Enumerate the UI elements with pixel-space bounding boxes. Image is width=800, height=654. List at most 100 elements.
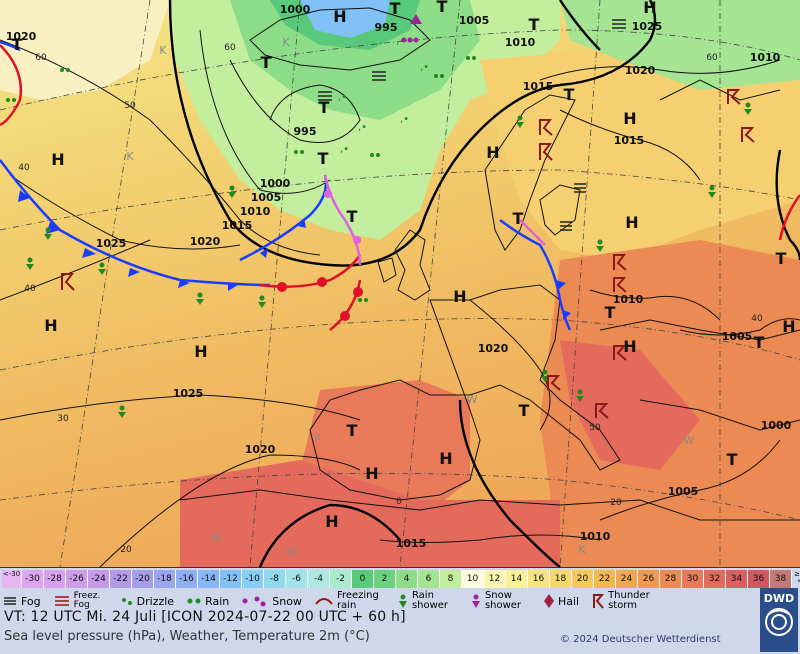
- isobar-label: 1025: [632, 20, 663, 33]
- isobar-label: 995: [375, 21, 398, 34]
- legend-label: Hail: [557, 594, 580, 608]
- high-pressure-center: H: [439, 449, 452, 468]
- thunderstorm-symbols: [61, 89, 755, 419]
- legend-label: Fog: [21, 594, 41, 608]
- legend-label: Freezing rain: [336, 590, 379, 611]
- svg-text:,•: ,•: [420, 62, 429, 73]
- air-mass-label: K: [126, 150, 134, 163]
- scale-cell: 32: [704, 570, 726, 588]
- low-pressure-center: T: [727, 450, 738, 469]
- air-mass-label: K: [314, 431, 322, 444]
- copyright: © 2024 Deutscher Wetterdienst: [560, 634, 721, 645]
- scale-cell: 34: [726, 570, 748, 588]
- grid-label: 0: [396, 497, 402, 507]
- legend-item-rain: Rain: [186, 595, 229, 608]
- temperature-scale: <-30 -30 -28 -26 -24 -22 -20 -18 -16 -14 -12 -10 -8-…: [2, 570, 800, 588]
- isobar-label: 1020: [625, 64, 656, 77]
- low-pressure-center: T: [754, 333, 765, 352]
- low-pressure-center: T: [390, 0, 401, 18]
- low-pressure-center: T: [347, 421, 358, 440]
- high-pressure-center: H: [623, 337, 636, 356]
- scale-cell: 16: [528, 570, 550, 588]
- legend-item-freezing-rain: Freezing rain: [314, 591, 385, 611]
- scale-cell: <-30: [2, 570, 22, 588]
- cold-front-atlantic: [0, 159, 271, 291]
- isobars: [0, 29, 800, 567]
- air-mass-label: W: [287, 545, 298, 558]
- legend-label: Snow shower: [484, 590, 522, 611]
- low-pressure-labels: T T T T T T T T T T T T T T T T: [12, 0, 787, 469]
- scale-cell: -30: [22, 570, 44, 588]
- grid-label: 30: [57, 414, 69, 424]
- legend-item-drizzle: Drizzle: [120, 594, 174, 608]
- legend-item-hail: Hail: [543, 593, 579, 609]
- isobar-label: 1025: [96, 237, 127, 250]
- isobar-label: 1010: [240, 205, 271, 218]
- high-pressure-labels: H H H H H H H H H H H H H H: [44, 0, 795, 531]
- isobar-label: 1025: [173, 387, 204, 400]
- scale-cell: -2: [330, 570, 352, 588]
- front-northwest: [0, 40, 23, 127]
- low-pressure-center: T: [564, 85, 575, 104]
- hail-icon: [543, 594, 554, 608]
- scale-cell: -20: [132, 570, 154, 588]
- temperature-field-cool-west: [0, 0, 170, 100]
- isobar-label: 1005: [459, 14, 490, 27]
- scale-cell: 8: [440, 570, 462, 588]
- scale-cell: 38: [770, 570, 792, 588]
- isobar-label: 1010: [580, 530, 611, 543]
- air-mass-label: K: [159, 44, 167, 57]
- thunderstorm-icon: [593, 594, 605, 609]
- svg-text:,•: ,•: [400, 114, 409, 125]
- map-description: Sea level pressure (hPa), Weather, Tempe…: [4, 629, 370, 644]
- high-pressure-center: H: [643, 0, 656, 17]
- low-pressure-center: T: [605, 303, 616, 322]
- temperature-field-north-east: [560, 0, 800, 90]
- isobar-label: 1020: [478, 342, 509, 355]
- grid-labels: 60 50 40 40 30 20 60 60 40 20 0 50: [18, 43, 763, 555]
- isobar-label: 1000: [260, 177, 291, 190]
- fog-symbols: [318, 19, 626, 231]
- scale-cell: 24: [616, 570, 638, 588]
- dwd-logo: DWD: [760, 588, 798, 652]
- warm-front-atlantic: [259, 254, 362, 292]
- isobar-label: 1000: [761, 419, 792, 432]
- grid-label: 50: [589, 423, 601, 433]
- cold-front-iberia: [329, 279, 363, 331]
- snow-symbols: [401, 14, 422, 43]
- front-scandinavia: [499, 218, 572, 331]
- low-pressure-center: T: [437, 0, 448, 16]
- isobar-label: 1010: [505, 36, 536, 49]
- fog-icon: [4, 597, 16, 605]
- grid-label: 50: [124, 101, 136, 111]
- isobar-label: 1005: [668, 485, 699, 498]
- svg-text:,•: ,•: [396, 36, 405, 47]
- drizzle-icon: [121, 598, 132, 605]
- legend-label: Drizzle: [136, 594, 175, 608]
- air-mass-label: W: [467, 393, 478, 406]
- high-pressure-center: H: [333, 7, 346, 26]
- scale-cell: -24: [88, 570, 110, 588]
- grid-label: 20: [120, 545, 132, 555]
- freezing-rain-icon: [315, 598, 333, 605]
- lat-lon-grid: [0, 0, 800, 567]
- high-pressure-center: H: [51, 150, 64, 169]
- low-pressure-center: T: [319, 98, 330, 117]
- legend-item-rain-shower: Rain shower: [397, 591, 458, 611]
- high-pressure-center: H: [782, 317, 795, 336]
- low-pressure-center: T: [529, 15, 540, 34]
- svg-text:,•: ,•: [358, 122, 367, 133]
- scale-cell: 12: [484, 570, 506, 588]
- legend-label: Snow: [272, 594, 302, 608]
- svg-text:,•: ,•: [340, 144, 349, 155]
- high-pressure-center: H: [486, 143, 499, 162]
- isobar-label: 995: [294, 125, 317, 138]
- dwd-logo-text: DWD: [763, 592, 795, 605]
- temperature-field-scandinavia: [480, 50, 800, 260]
- isobar-label: 1005: [722, 330, 753, 343]
- grid-label: 60: [224, 43, 236, 53]
- snow-icon: [242, 596, 266, 607]
- dwd-logo-icon: [765, 608, 793, 636]
- scale-cell: 14: [506, 570, 528, 588]
- legend-label: Rain: [205, 594, 230, 608]
